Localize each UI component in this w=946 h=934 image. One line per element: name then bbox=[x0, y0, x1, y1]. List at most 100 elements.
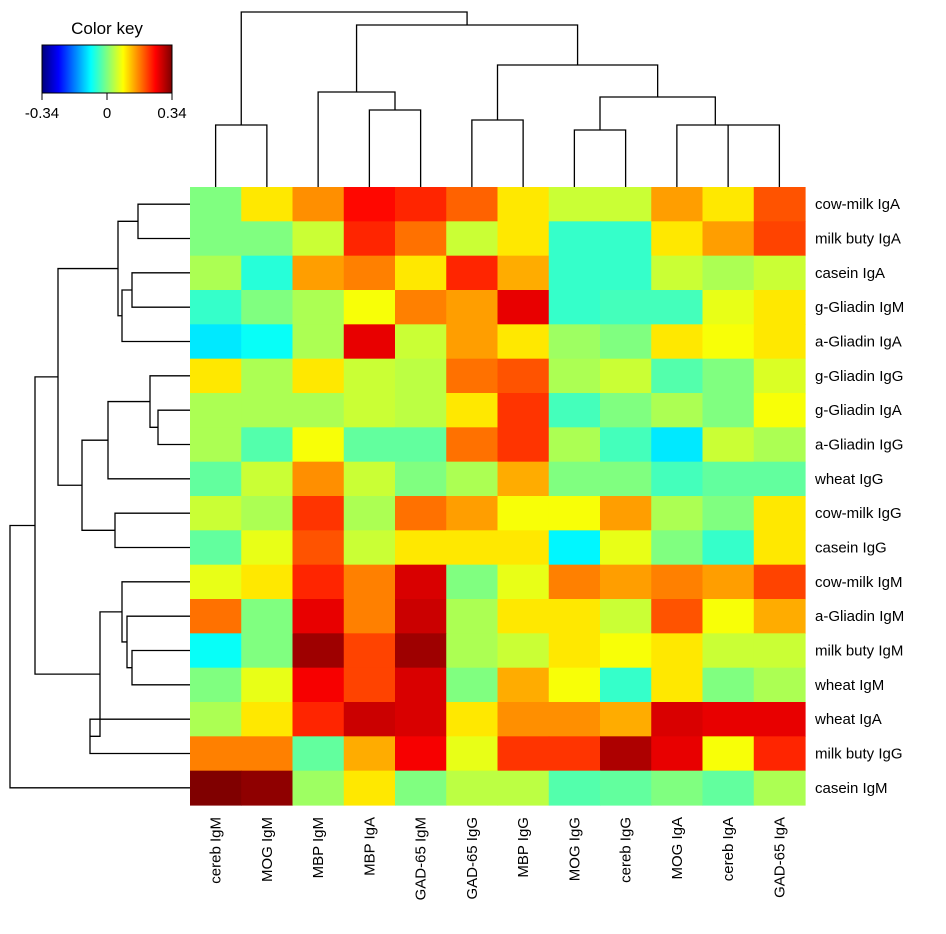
heatmap-cell bbox=[497, 599, 550, 634]
color-key-segment bbox=[148, 45, 150, 93]
heatmap-cell bbox=[241, 461, 294, 497]
heatmap-cell bbox=[292, 736, 345, 772]
color-key-segment bbox=[104, 45, 106, 93]
heatmap-cell bbox=[651, 770, 704, 806]
heatmap-cell bbox=[702, 393, 755, 428]
heatmap-cell bbox=[753, 530, 806, 566]
color-key-segment bbox=[121, 45, 123, 93]
heatmap-cell bbox=[343, 187, 396, 222]
heatmap-cell bbox=[395, 667, 447, 703]
color-key-segment bbox=[124, 45, 126, 93]
color-key-segment bbox=[83, 45, 85, 93]
heatmap-cell bbox=[292, 221, 345, 257]
heatmap-cell bbox=[395, 702, 447, 737]
color-key-tick-label: 0 bbox=[103, 105, 111, 122]
heatmap-cell bbox=[190, 324, 242, 360]
heatmap-cell bbox=[651, 564, 704, 600]
heatmap-cell bbox=[753, 736, 806, 772]
color-key-segment bbox=[110, 45, 112, 93]
heatmap-cell bbox=[702, 633, 755, 669]
color-key-segment bbox=[159, 45, 161, 93]
heatmap-cell bbox=[497, 667, 550, 703]
heatmap-cell bbox=[292, 770, 345, 806]
color-key-segment bbox=[165, 45, 167, 93]
heatmap-cell bbox=[497, 702, 550, 737]
heatmap-cell bbox=[753, 667, 806, 703]
heatmap-cell bbox=[548, 358, 601, 394]
color-key-segment bbox=[55, 45, 57, 93]
color-key-segment bbox=[69, 45, 71, 93]
heatmap-cell bbox=[241, 393, 294, 428]
heatmap-cell bbox=[651, 599, 704, 634]
color-key-segment bbox=[81, 45, 83, 93]
row-label: a-Gliadin IgA bbox=[815, 334, 902, 351]
color-key-segment bbox=[106, 45, 108, 93]
heatmap-cell bbox=[753, 633, 806, 669]
color-key-segment bbox=[101, 45, 103, 93]
heatmap-cell bbox=[600, 427, 652, 463]
row-label: cow-milk IgM bbox=[815, 574, 903, 591]
heatmap-cell bbox=[600, 530, 652, 566]
heatmap-cell bbox=[600, 221, 652, 257]
heatmap-cell bbox=[548, 290, 601, 325]
heatmap-cell bbox=[190, 770, 242, 806]
heatmap-cell bbox=[395, 358, 447, 394]
heatmap-cell bbox=[702, 358, 755, 394]
color-key-segment bbox=[52, 45, 54, 93]
heatmap-cell bbox=[651, 427, 704, 463]
color-key-segment bbox=[82, 45, 84, 93]
column-label: MOG IgG bbox=[566, 817, 583, 881]
color-key-segment bbox=[108, 45, 110, 93]
heatmap-cell bbox=[190, 290, 242, 325]
color-key-segment bbox=[89, 45, 91, 93]
heatmap-cell bbox=[497, 770, 550, 806]
heatmap-cell bbox=[446, 702, 499, 737]
heatmap-cell bbox=[446, 736, 499, 772]
color-key-segment bbox=[42, 45, 44, 93]
color-key-segment bbox=[117, 45, 119, 93]
color-key-segment bbox=[79, 45, 81, 93]
heatmap-cell bbox=[446, 496, 499, 531]
row-dendrogram bbox=[9, 203, 190, 789]
heatmap-cell bbox=[395, 496, 447, 531]
column-label: MBP IgG bbox=[515, 817, 532, 878]
color-key-segment bbox=[44, 45, 46, 93]
color-key-segment bbox=[54, 45, 56, 93]
color-key-ticks: -0.34 0 0.34 bbox=[25, 93, 187, 122]
color-key-segment bbox=[126, 45, 128, 93]
heatmap-cell bbox=[395, 736, 447, 772]
column-label: cereb IgM bbox=[208, 817, 225, 884]
heatmap-cell bbox=[702, 427, 755, 463]
color-key-segment bbox=[135, 45, 137, 93]
heatmap-cell bbox=[702, 736, 755, 772]
heatmap-cell bbox=[548, 530, 601, 566]
heatmap-cell bbox=[446, 187, 499, 222]
heatmap-cell bbox=[600, 358, 652, 394]
color-key-segment bbox=[152, 45, 154, 93]
heatmap-cell bbox=[600, 290, 652, 325]
heatmap-cell bbox=[292, 702, 345, 737]
row-label: wheat IgA bbox=[814, 711, 882, 728]
row-label: g-Gliadin IgG bbox=[815, 368, 903, 385]
heatmap-cell bbox=[548, 221, 601, 257]
color-key-segment bbox=[155, 45, 157, 93]
row-label: casein IgG bbox=[815, 540, 887, 557]
heatmap-cell bbox=[702, 221, 755, 257]
color-key-segment bbox=[68, 45, 70, 93]
heatmap-cell bbox=[651, 358, 704, 394]
color-key-segment bbox=[136, 45, 138, 93]
heatmap-cell bbox=[292, 427, 345, 463]
heatmap-cell bbox=[292, 633, 345, 669]
heatmap-cell bbox=[600, 564, 652, 600]
heatmap-cell bbox=[343, 633, 396, 669]
heatmap-cell bbox=[497, 461, 550, 497]
color-key-segment bbox=[167, 45, 169, 93]
heatmap-cell bbox=[600, 496, 652, 531]
heatmap-cell bbox=[548, 633, 601, 669]
heatmap-cell bbox=[600, 255, 652, 291]
column-label: GAD-65 IgG bbox=[464, 817, 481, 900]
color-key-segment bbox=[111, 45, 113, 93]
color-key-segment bbox=[143, 45, 145, 93]
color-key-segment bbox=[46, 45, 48, 93]
heatmap-cell bbox=[651, 530, 704, 566]
